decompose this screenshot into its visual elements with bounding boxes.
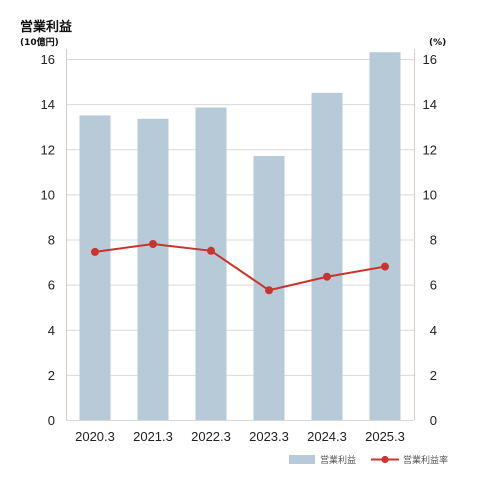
legend: 営業利益 営業利益率 [289, 454, 448, 466]
y-tick-label-left: 14 [41, 97, 55, 112]
chart-title: 営業利益 [20, 19, 72, 35]
y-tick-label-left: 2 [48, 368, 55, 383]
y-tick-label-left: 8 [48, 233, 55, 248]
line-point [91, 247, 99, 256]
x-tick-label: 2022.3 [191, 429, 231, 444]
bar [79, 115, 111, 420]
bar [195, 107, 227, 421]
bar [369, 52, 401, 420]
y-tick-label-right: 6 [430, 278, 437, 293]
y-tick-label-right: 14 [423, 97, 437, 112]
bar [311, 92, 343, 420]
legend-bar-swatch [289, 455, 315, 464]
x-tick-label: 2025.3 [365, 429, 405, 444]
right-axis-unit: (%) [429, 38, 446, 48]
line-point [381, 262, 389, 271]
y-tick-label-right: 8 [430, 233, 437, 248]
axis-layer: 0 2 4 6 8 10 12 14 16 0 2 4 6 8 10 12 14 16 2020.3 2021.3 20… [41, 49, 437, 444]
line-layer [91, 240, 389, 295]
y-tick-label-right: 4 [430, 323, 437, 338]
line-point [207, 246, 215, 255]
y-tick-label-left: 0 [48, 413, 55, 428]
bar [137, 118, 169, 421]
y-tick-label-left: 10 [41, 187, 55, 202]
legend-line-marker [381, 455, 389, 464]
grid-layer [66, 59, 414, 421]
x-tick-label: 2024.3 [307, 429, 347, 444]
legend-line-label: 営業利益率 [403, 454, 448, 466]
y-tick-label-right: 16 [423, 52, 437, 67]
y-tick-label-left: 4 [48, 323, 55, 338]
y-tick-label-right: 10 [423, 187, 437, 202]
y-tick-label-right: 0 [430, 413, 437, 428]
line-series [94, 243, 386, 292]
line-point [265, 286, 273, 295]
x-tick-label: 2020.3 [75, 429, 115, 444]
line-point [323, 272, 331, 281]
left-axis-unit: (10億円) [20, 36, 59, 48]
y-tick-label-left: 6 [48, 278, 55, 293]
line-point [149, 240, 157, 249]
y-tick-label-right: 12 [423, 142, 437, 157]
legend-bar-label: 営業利益 [320, 454, 356, 466]
y-tick-label-left: 16 [41, 52, 55, 67]
bar-layer [79, 52, 401, 421]
x-tick-label: 2023.3 [249, 429, 289, 444]
x-tick-label: 2021.3 [133, 429, 173, 444]
y-tick-label-left: 12 [41, 142, 55, 157]
y-tick-label-right: 2 [430, 368, 437, 383]
